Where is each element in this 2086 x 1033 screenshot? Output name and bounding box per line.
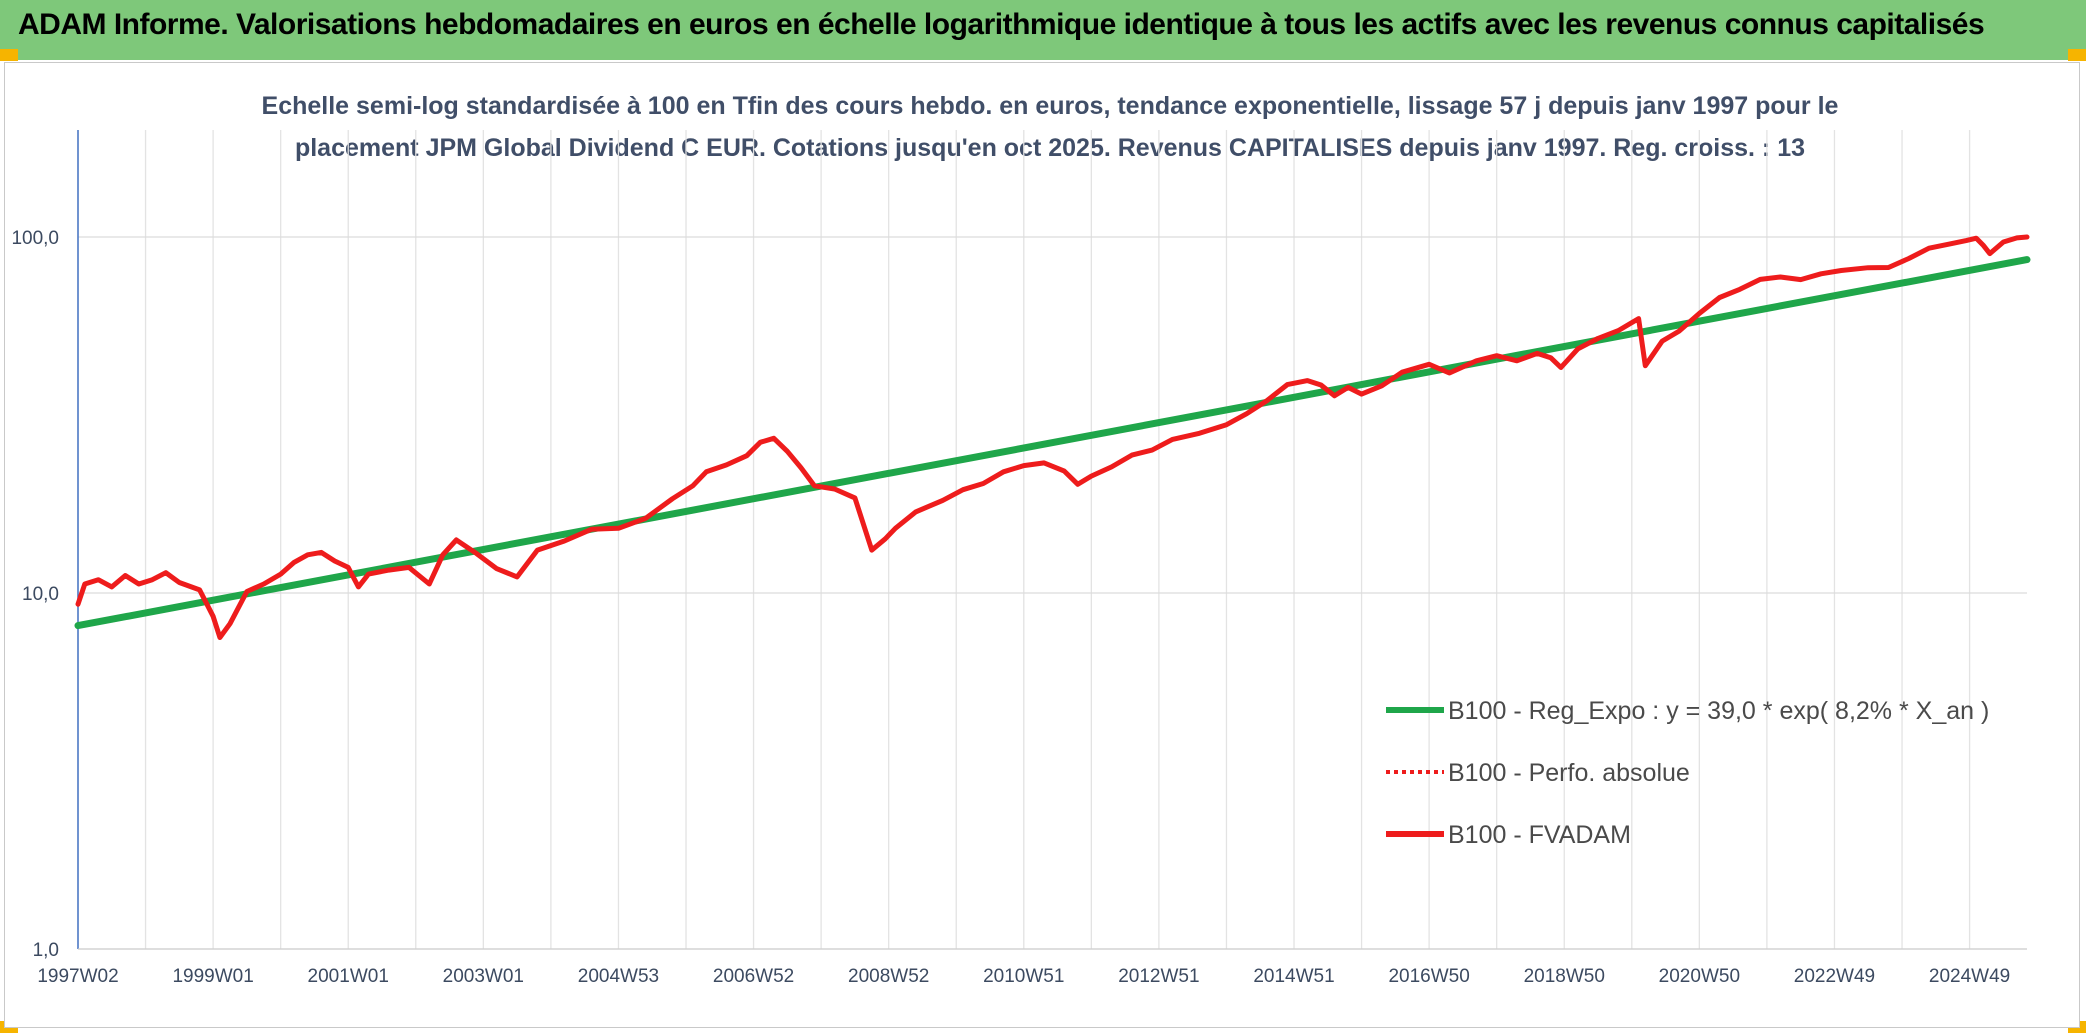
series-lines xyxy=(74,234,2031,640)
report-header-bar: ADAM Informe. Valorisations hebdomadaire… xyxy=(0,0,2086,60)
y-axis-tick-labels: 1,0 10,0 100,0 xyxy=(11,228,59,961)
x-tick-label: 1999W01 xyxy=(172,966,253,987)
x-tick-label: 2008W52 xyxy=(848,966,929,987)
x-tick-label: 2006W52 xyxy=(713,966,794,987)
x-tick-label: 2022W49 xyxy=(1794,966,1875,987)
legend-label: B100 - Reg_Expo : y = 39,0 * exp( 8,2% *… xyxy=(1448,697,1989,725)
vertical-gridlines xyxy=(77,130,1971,949)
y-tick-label: 10,0 xyxy=(22,584,59,605)
trend-line-reg-expo xyxy=(74,256,2031,630)
corner-marker-top-right xyxy=(2068,49,2086,61)
x-tick-label: 2020W50 xyxy=(1659,966,1740,987)
x-tick-label: 2003W01 xyxy=(443,966,524,987)
y-tick-label: 1,0 xyxy=(33,940,59,961)
x-tick-label: 1997W02 xyxy=(37,966,118,987)
x-axis-tick-labels: 1997W02 1999W01 2001W01 2003W01 2004W53 2006W… xyxy=(37,966,2010,987)
x-tick-label: 2004W53 xyxy=(578,966,659,987)
y-tick-label: 100,0 xyxy=(11,228,59,249)
chart-frame xyxy=(4,62,2080,1028)
x-tick-label: 2014W51 xyxy=(1253,966,1334,987)
x-tick-label: 2024W49 xyxy=(1929,966,2010,987)
x-tick-label: 2012W51 xyxy=(1118,966,1199,987)
corner-marker-top-left xyxy=(0,49,18,61)
x-tick-label: 2010W51 xyxy=(983,966,1064,987)
x-tick-label: 2016W50 xyxy=(1388,966,1469,987)
report-title: ADAM Informe. Valorisations hebdomadaire… xyxy=(18,8,1985,41)
chart-legend: B100 - Reg_Expo : y = 39,0 * exp( 8,2% *… xyxy=(1386,697,1989,849)
legend-label: B100 - FVADAM xyxy=(1448,821,1631,849)
legend-label: B100 - Perfo. absolue xyxy=(1448,759,1690,787)
chart-title: Echelle semi-log standardisée à 100 en T… xyxy=(261,92,1839,162)
horizontal-gridlines xyxy=(77,130,2027,950)
series-line-fvadam xyxy=(75,234,2030,640)
x-tick-label: 2018W50 xyxy=(1524,966,1605,987)
x-tick-label: 2001W01 xyxy=(308,966,389,987)
